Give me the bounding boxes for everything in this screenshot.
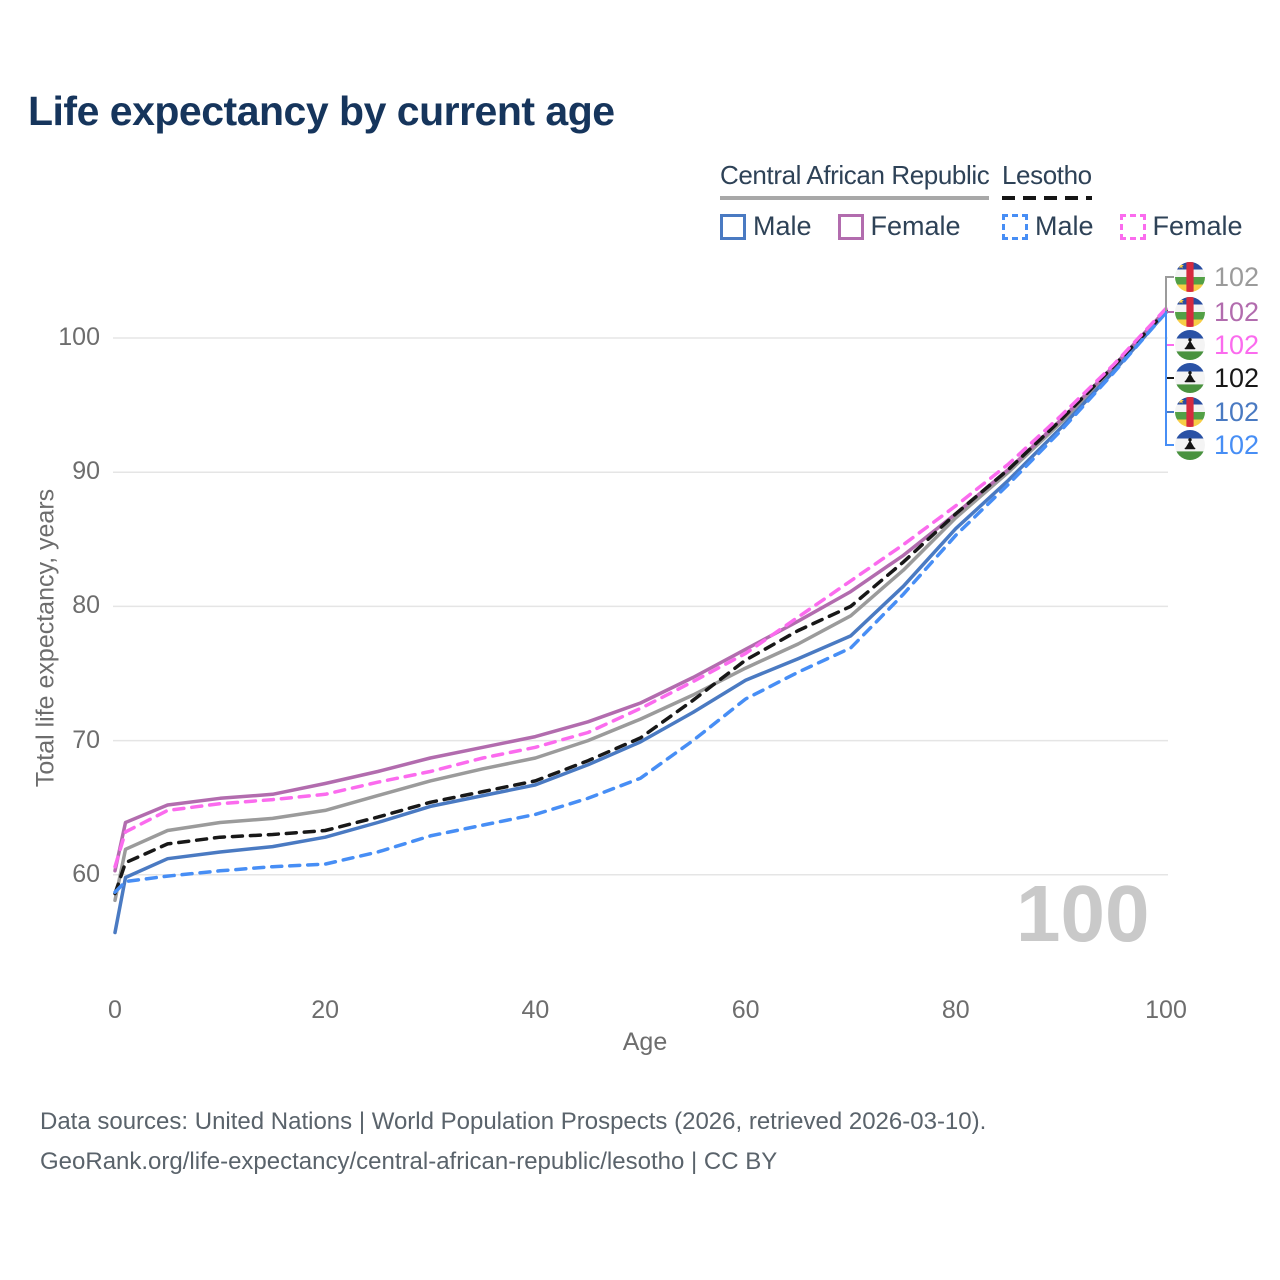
endpoint-lesotho-male[interactable]: 102 <box>1175 430 1259 460</box>
legend-group-title: Lesotho <box>1002 160 1092 190</box>
legend-item-label: Female <box>870 211 961 241</box>
page-title: Life expectancy by current age <box>28 88 615 134</box>
legend-items: Male Female <box>720 211 989 242</box>
lesotho-flag-icon <box>1175 330 1205 360</box>
x-axis-title: Age <box>622 1028 668 1056</box>
current-age-watermark: 100 <box>1016 869 1150 958</box>
legend-item-male[interactable]: Male <box>720 211 812 242</box>
legend-swatch-icon <box>837 213 864 240</box>
y-tick-70: 70 <box>72 725 100 754</box>
legend-items: Male Female <box>1002 211 1243 242</box>
legend-item-label: Male <box>753 211 812 241</box>
legend-group-central-african-republic: Central African Republic Male Female <box>720 160 990 242</box>
leader-line-car-female <box>1165 311 1174 313</box>
y-tick-90: 90 <box>72 457 100 486</box>
series-line-lesotho-all[interactable] <box>113 309 1168 896</box>
legend-swatch-icon <box>1002 213 1028 240</box>
x-tick-0: 0 <box>108 996 122 1024</box>
series-line-lesotho-female[interactable] <box>113 306 1168 869</box>
legend-group-lesotho: Lesotho Male Female <box>1002 160 1243 242</box>
y-axis-title: Total life expectancy, years <box>31 488 60 788</box>
central-african-republic-flag-icon <box>1175 297 1205 327</box>
endpoint-car-female[interactable]: 102 <box>1175 297 1259 327</box>
central-african-republic-flag-icon <box>1175 262 1205 292</box>
legend-item-label: Male <box>1035 211 1094 241</box>
y-tick-100: 100 <box>58 323 100 351</box>
attribution-text: GeoRank.org/life-expectancy/central-afri… <box>40 1148 778 1175</box>
legend-group-header: Lesotho <box>1002 160 1092 200</box>
legend-item-female[interactable]: Female <box>837 211 961 242</box>
endpoint-value-label: 102 <box>1214 297 1260 327</box>
endpoint-car-all[interactable]: 102 <box>1175 262 1259 292</box>
series-line-lesotho-male[interactable] <box>113 310 1168 894</box>
x-tick-60: 60 <box>731 996 760 1024</box>
lesotho-flag-icon <box>1175 430 1205 460</box>
leader-line-car-male <box>1165 311 1174 413</box>
y-tick-60: 60 <box>72 859 100 888</box>
endpoint-value-label: 102 <box>1214 363 1260 393</box>
lesotho-flag-icon <box>1175 363 1205 393</box>
legend-swatch-icon <box>1119 213 1146 240</box>
endpoint-lesotho-female[interactable]: 102 <box>1175 330 1259 360</box>
series-line-car-female[interactable] <box>113 308 1168 873</box>
x-tick-20: 20 <box>311 996 340 1024</box>
endpoint-value-label: 102 <box>1214 262 1260 292</box>
x-tick-40: 40 <box>521 996 550 1024</box>
legend-group-title: Central African Republic <box>720 160 990 190</box>
legend-item-label: Female <box>1152 211 1243 241</box>
endpoint-lesotho-all[interactable]: 102 <box>1175 363 1259 393</box>
legend-solid-line-sample <box>720 196 990 200</box>
endpoint-value-label: 102 <box>1214 397 1260 427</box>
legend-swatch-icon <box>720 213 746 240</box>
central-african-republic-flag-icon <box>1175 397 1205 427</box>
legend-item-male[interactable]: Male <box>1002 211 1094 242</box>
legend-item-female[interactable]: Female <box>1119 211 1243 242</box>
data-sources-text: Data sources: United Nations | World Pop… <box>40 1108 987 1135</box>
x-tick-100: 100 <box>1145 996 1187 1024</box>
x-tick-80: 80 <box>941 996 970 1024</box>
leader-line-car-all <box>1165 276 1174 312</box>
endpoint-value-label: 102 <box>1214 430 1260 460</box>
legend-group-header: Central African Republic <box>720 160 990 200</box>
series-line-car-all[interactable] <box>113 309 1168 903</box>
leader-line-lesotho-male <box>1165 311 1174 446</box>
leader-line-lesotho-female <box>1165 311 1174 346</box>
y-tick-80: 80 <box>72 591 100 620</box>
legend-dashed-line-sample <box>1002 196 1092 200</box>
endpoint-car-male[interactable]: 102 <box>1175 397 1259 427</box>
endpoint-value-label: 102 <box>1214 330 1260 360</box>
series-line-car-male[interactable] <box>113 310 1168 935</box>
